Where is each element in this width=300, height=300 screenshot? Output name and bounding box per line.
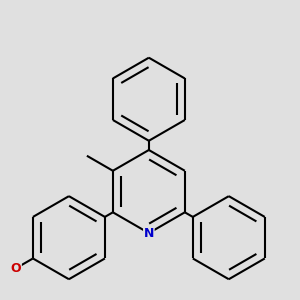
Text: O: O	[11, 262, 21, 275]
Text: N: N	[144, 226, 154, 240]
